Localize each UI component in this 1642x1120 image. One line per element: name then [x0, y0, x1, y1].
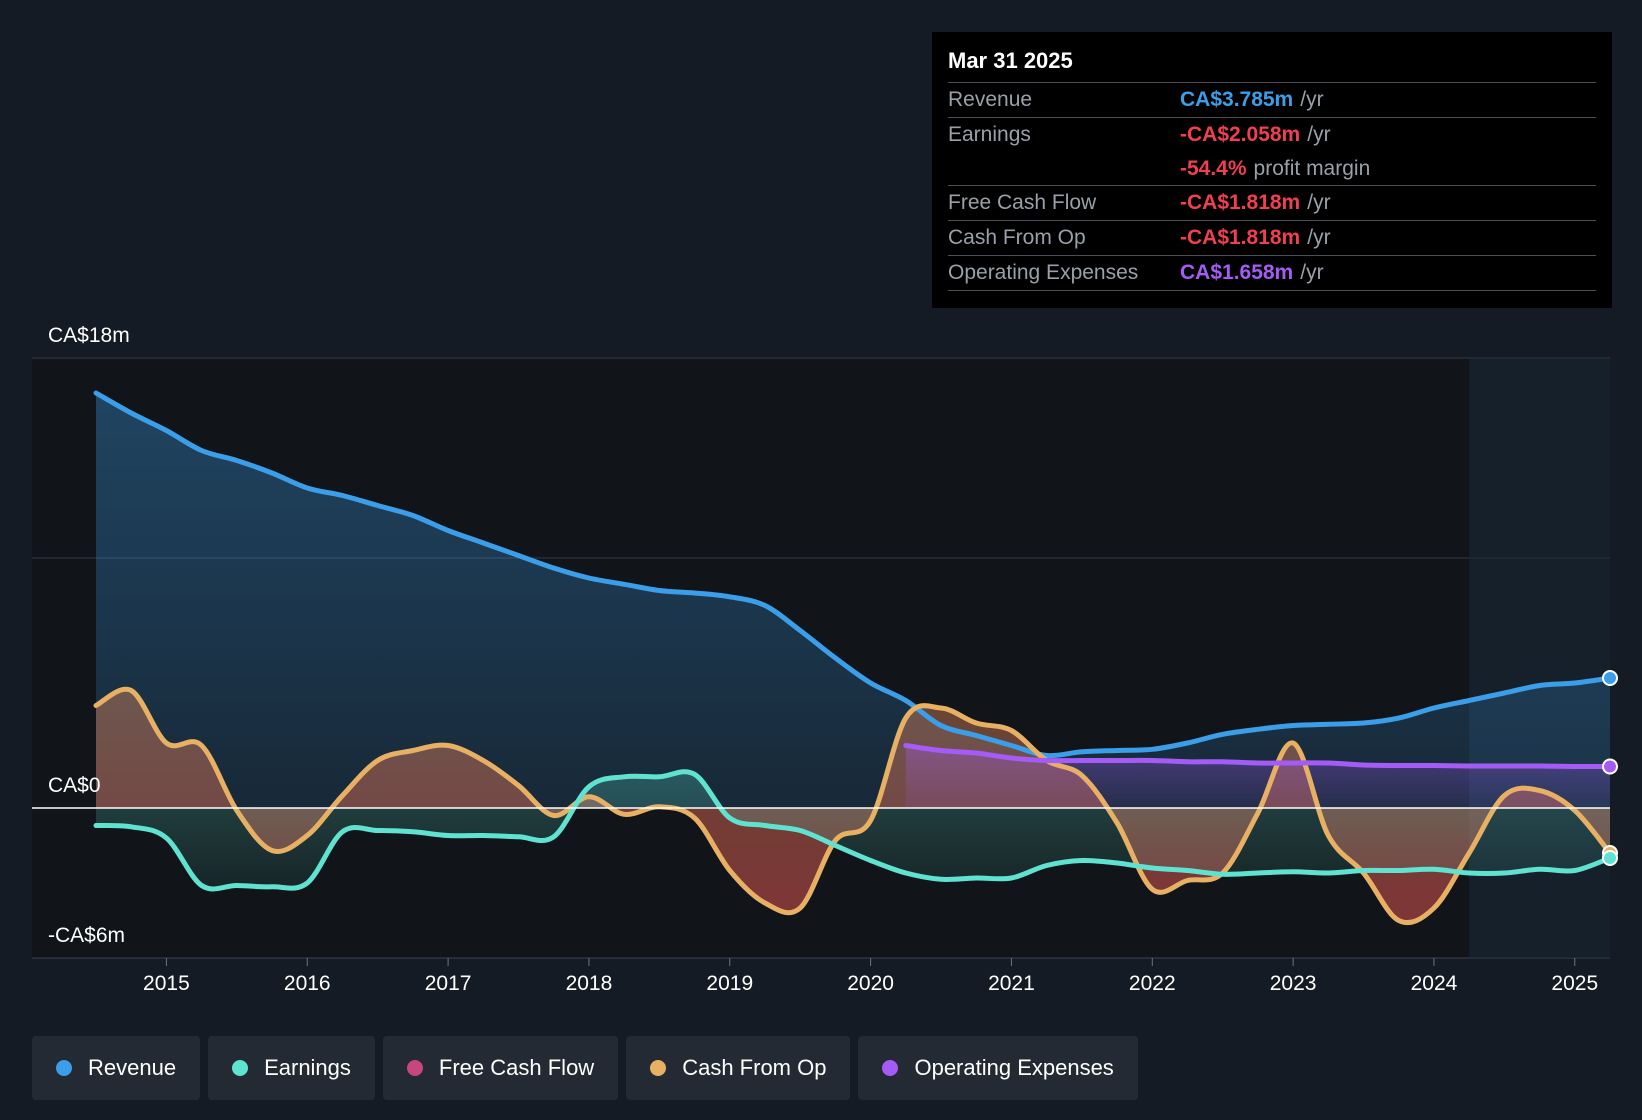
x-tick-label-2020: 2020 — [847, 972, 894, 995]
tooltip-value: -54.4% — [1180, 156, 1247, 180]
tooltip-row: Revenue CA$3.785m/yr — [948, 82, 1596, 117]
revenue-end-marker — [1602, 670, 1618, 686]
x-tick-label-2022: 2022 — [1129, 972, 1176, 995]
x-tick-label-2016: 2016 — [284, 972, 331, 995]
tooltip-label: Earnings — [948, 123, 1031, 146]
data-tooltip: Mar 31 2025 Revenue CA$3.785m/yr Earnings -… — [932, 32, 1612, 308]
legend-dot-icon — [406, 1060, 423, 1076]
x-tick-label-2015: 2015 — [143, 972, 190, 995]
legend: Revenue Earnings Free Cash Flow Cash From O… — [32, 1036, 1138, 1100]
x-tick-label-2024: 2024 — [1411, 972, 1458, 995]
tooltip-value: CA$3.785m — [1180, 88, 1294, 111]
tooltip-date: Mar 31 2025 — [948, 48, 1073, 73]
legend-dot-icon — [56, 1060, 72, 1076]
x-tick-label-2023: 2023 — [1270, 972, 1317, 995]
tooltip-unit: /yr — [1300, 88, 1324, 111]
legend-item-revenue[interactable]: Revenue — [32, 1036, 201, 1100]
legend-label: Cash From Op — [682, 1055, 827, 1080]
y-axis-label-bottom: -CA$6m — [48, 924, 125, 947]
tooltip-row: Earnings -CA$2.058m/yr — [948, 117, 1596, 152]
tooltip-unit: /yr — [1300, 261, 1324, 284]
legend-label: Free Cash Flow — [438, 1055, 595, 1080]
x-tick-label-2025: 2025 — [1551, 972, 1598, 995]
tooltip-label: Free Cash Flow — [948, 191, 1097, 214]
tooltip-label: Cash From Op — [948, 226, 1086, 249]
series-lines — [93, 390, 1613, 926]
tooltip-value: -CA$1.818m — [1180, 226, 1301, 249]
x-axis: 2015 2016 2017 2018 2019 2020 2021 2022 2023 2024… — [143, 958, 1598, 995]
cash-from-op-line — [93, 686, 1613, 926]
operating-expenses-line — [903, 743, 1613, 770]
y-axis-label-top: CA$18m — [48, 324, 130, 347]
legend-label: Earnings — [264, 1055, 351, 1080]
tooltip-unit: /yr — [1307, 123, 1331, 146]
legend-dot-icon — [882, 1060, 899, 1076]
x-tick-label-2021: 2021 — [988, 972, 1035, 995]
tooltip-unit: /yr — [1307, 191, 1331, 214]
tooltip-divider — [948, 290, 1596, 291]
tooltip-unit: profit margin — [1253, 156, 1371, 180]
revenue-area — [96, 393, 1610, 808]
tooltip-row: Operating Expenses CA$1.658m/yr — [948, 255, 1596, 290]
y-axis-label-zero: CA$0 — [48, 774, 101, 797]
revenue-line — [93, 390, 1613, 759]
legend-item-free-cash-flow[interactable]: Free Cash Flow — [382, 1036, 619, 1100]
legend-label: Revenue — [88, 1055, 177, 1080]
tooltip-row: Free Cash Flow -CA$1.818m/yr — [948, 185, 1596, 220]
legend-item-operating-expenses[interactable]: Operating Expenses — [858, 1036, 1138, 1100]
legend-item-earnings[interactable]: Earnings — [208, 1036, 375, 1100]
legend-dot-icon — [650, 1060, 667, 1076]
tooltip-label: Revenue — [948, 88, 1033, 111]
operating-expenses-end-marker — [1602, 758, 1618, 775]
tooltip-value: -CA$2.058m — [1180, 123, 1301, 146]
tooltip-unit: /yr — [1307, 226, 1331, 249]
legend-label: Operating Expenses — [914, 1055, 1114, 1080]
legend-dot-icon — [232, 1060, 249, 1076]
x-tick-label-2017: 2017 — [425, 972, 472, 995]
tooltip-value: CA$1.658m — [1180, 261, 1294, 284]
earnings-end-marker — [1602, 850, 1618, 866]
x-tick-label-2019: 2019 — [706, 972, 753, 995]
tooltip-label: Operating Expenses — [948, 261, 1139, 284]
tooltip-value: -CA$1.818m — [1180, 191, 1301, 214]
series-end-markers — [1602, 670, 1618, 866]
legend-item-cash-from-op[interactable]: Cash From Op — [626, 1036, 851, 1100]
tooltip-row: -54.4% profit margin — [948, 152, 1596, 185]
x-tick-label-2018: 2018 — [566, 972, 613, 995]
earnings-line — [93, 769, 1613, 892]
tooltip-row: Cash From Op -CA$1.818m/yr — [948, 220, 1596, 255]
